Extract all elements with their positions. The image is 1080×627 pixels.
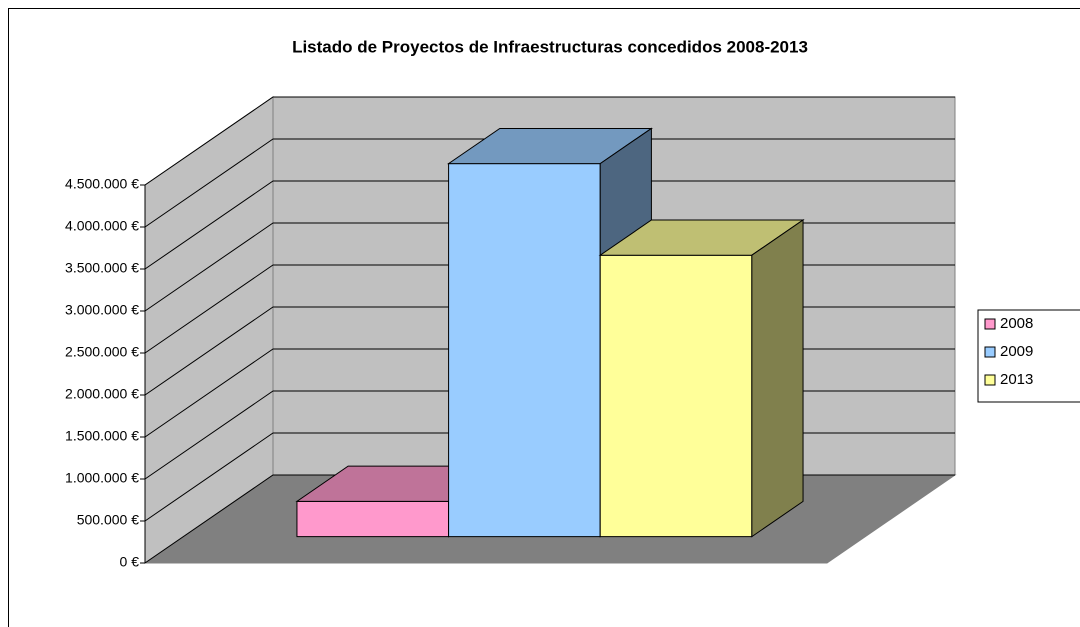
y-tick-label: 3.000.000 €	[65, 302, 139, 318]
bar-front	[599, 254, 753, 538]
chart-title: Listado de Proyectos de Infraestructuras…	[292, 37, 808, 56]
y-tick-label: 0 €	[120, 554, 140, 570]
legend-label: 2013	[1000, 371, 1033, 388]
legend-swatch	[984, 374, 996, 386]
y-tick-label: 2.500.000 €	[65, 344, 139, 360]
bar-side	[751, 219, 804, 538]
y-tick-label: 4.000.000 €	[65, 218, 139, 234]
y-tick-label: 1.500.000 €	[65, 428, 139, 444]
legend-swatch	[984, 346, 996, 358]
grid-line	[144, 138, 955, 228]
legend-label: 2009	[1000, 343, 1033, 360]
bar-front	[296, 500, 450, 538]
y-tick-label: 500.000 €	[77, 512, 139, 528]
bar-front	[448, 163, 601, 538]
y-tick-label: 2.000.000 €	[65, 386, 139, 402]
legend-label: 2008	[1000, 315, 1033, 332]
grid-line	[144, 180, 955, 270]
y-tick-label: 1.000.000 €	[65, 470, 139, 486]
legend-swatch	[984, 318, 996, 330]
grid-line	[144, 96, 955, 186]
y-tick-label: 4.500.000 €	[65, 176, 139, 192]
y-tick-label: 3.500.000 €	[65, 260, 139, 276]
